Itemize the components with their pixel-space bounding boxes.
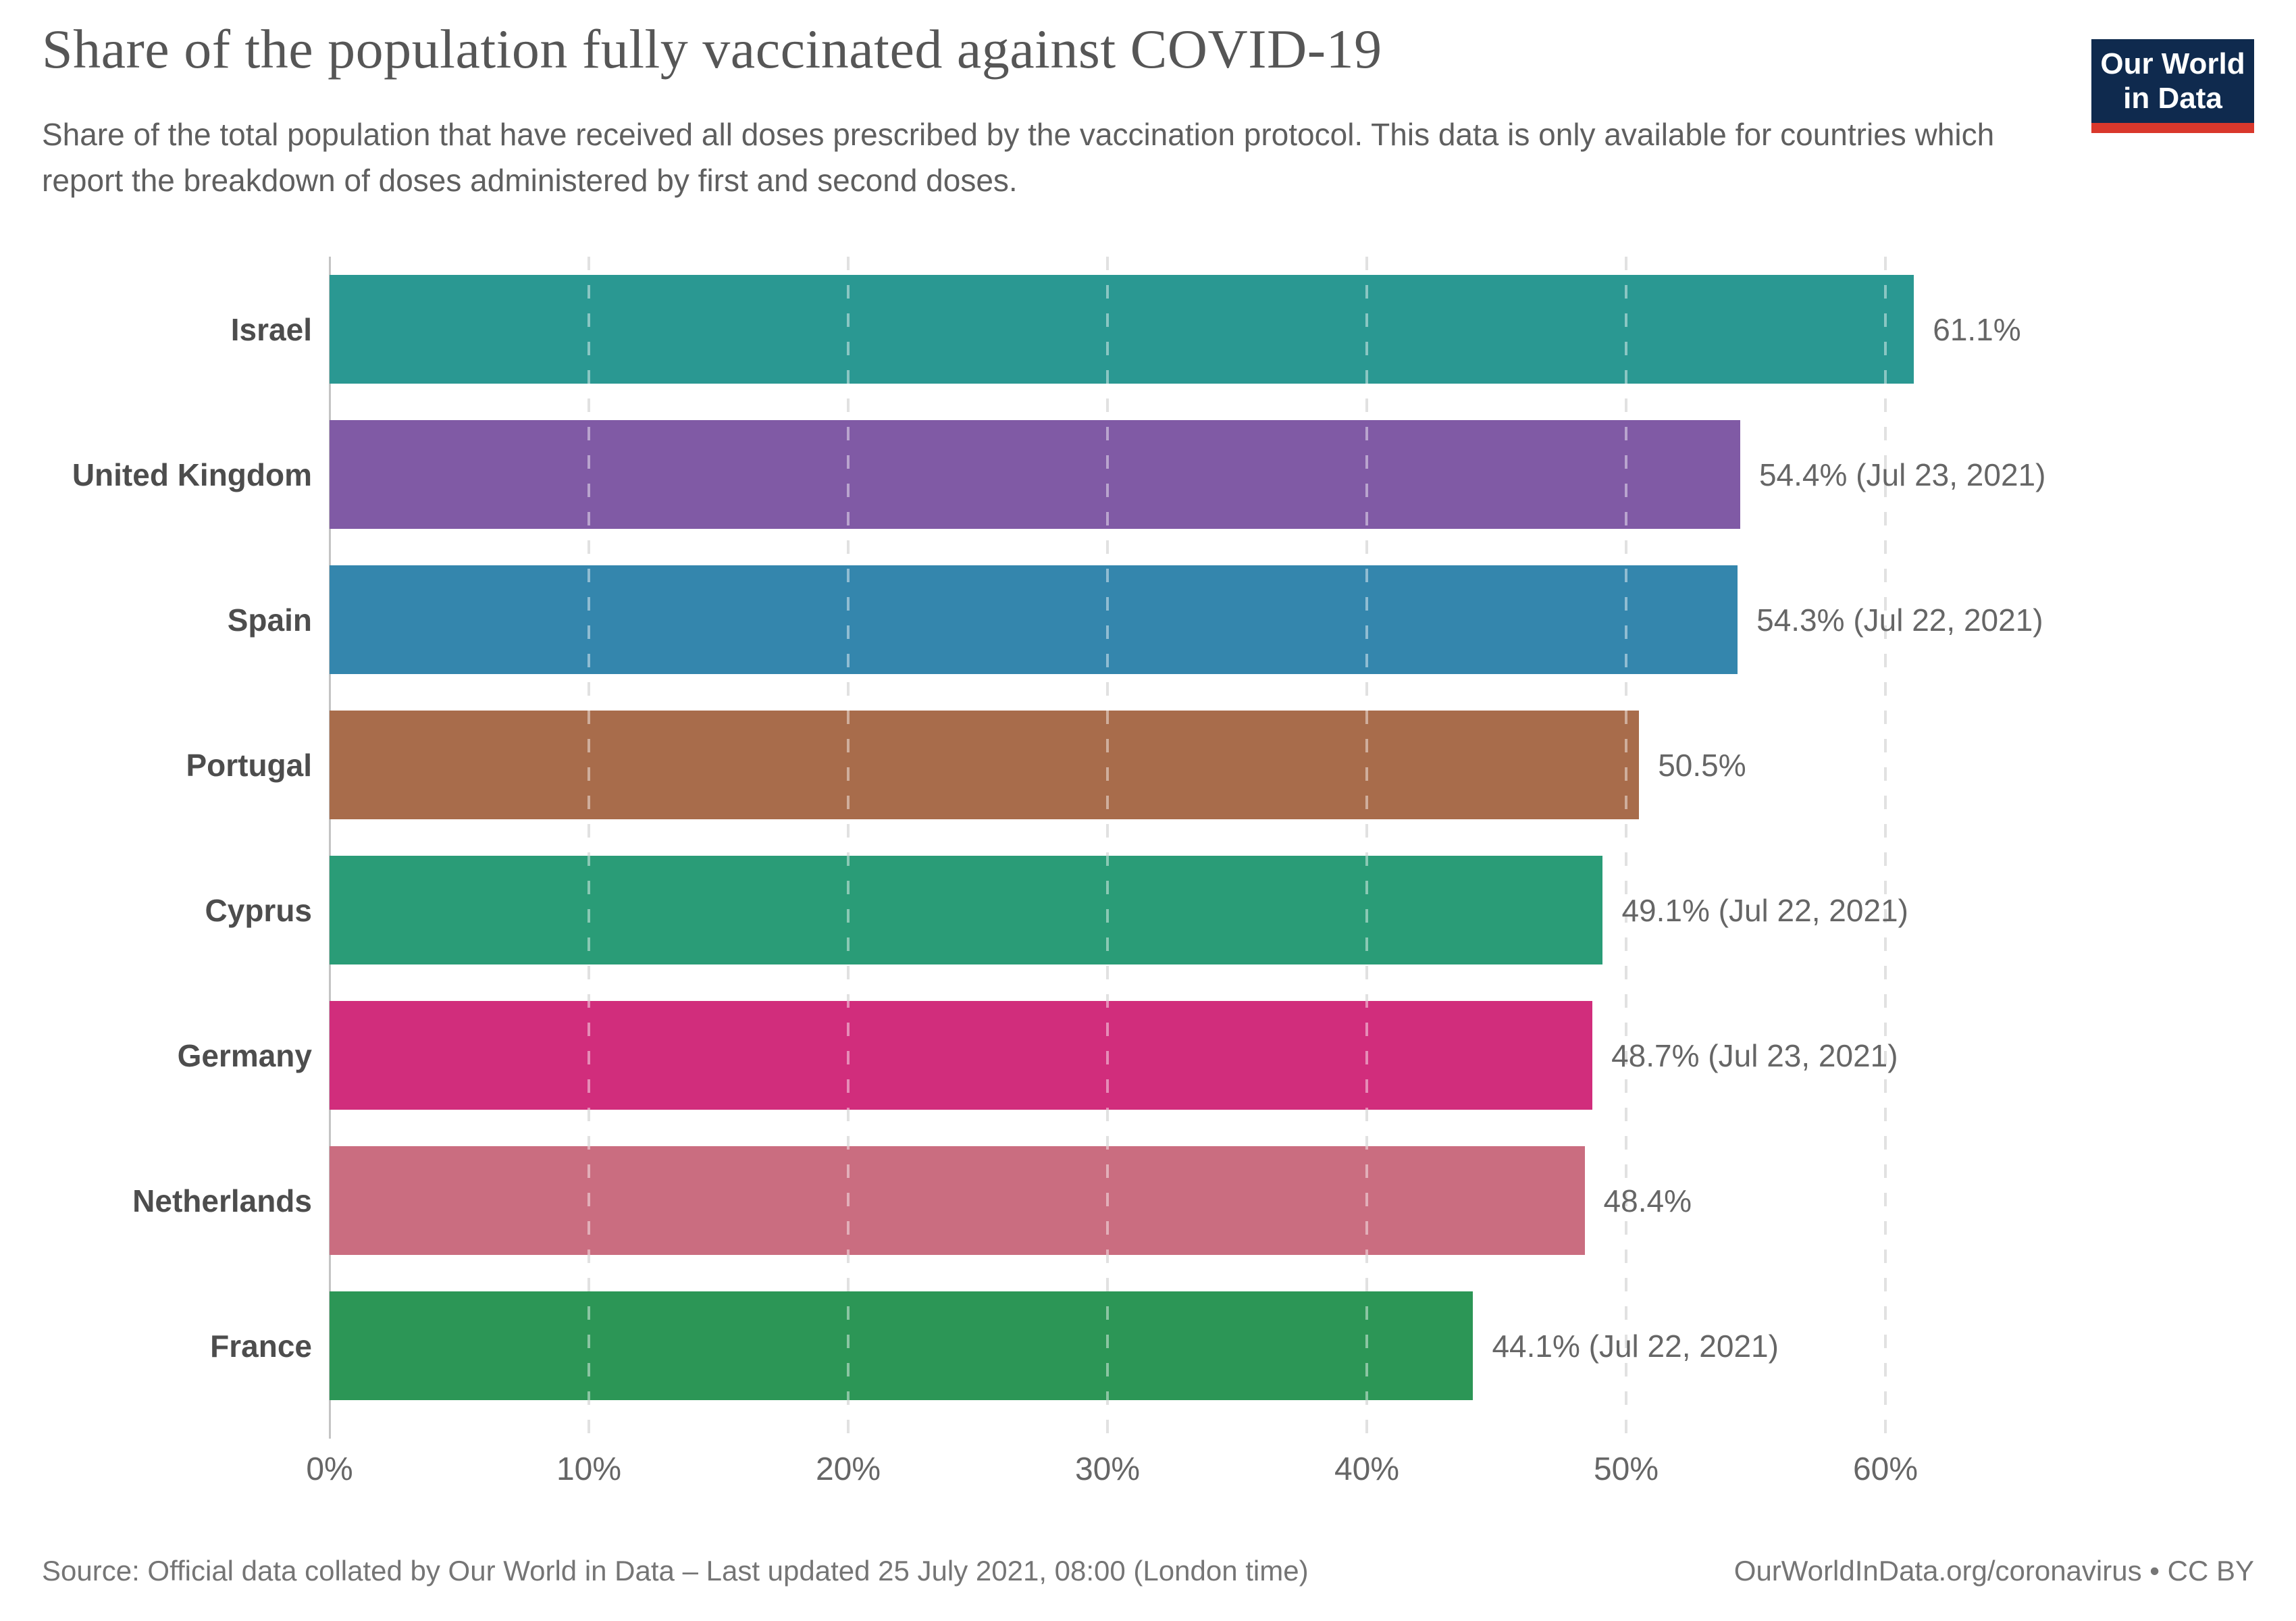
plot-area: 61.1% 54.4% (Jul 23, 2021) 54.3% (Jul 22, … — [329, 257, 2254, 1439]
source-note: Source: Official data collated by Our Wo… — [42, 1555, 1309, 1587]
value-label-spain: 54.3% (Jul 22, 2021) — [1756, 602, 2043, 638]
category-label-portugal: Portugal — [186, 747, 312, 783]
owid-logo-line1: Our World — [2100, 47, 2245, 80]
bar-cyprus[interactable] — [330, 856, 1603, 964]
gridline-30 — [1106, 257, 1109, 1439]
license-link[interactable]: OurWorldInData.org/coronavirus • CC BY — [1733, 1555, 2254, 1587]
category-label-cyprus: Cyprus — [205, 892, 312, 928]
x-axis-ticks: 0% 10% 20% 30% 40% 50% 60% — [306, 1451, 2254, 1512]
gridline-50 — [1625, 257, 1627, 1439]
bar-united-kingdom[interactable] — [330, 420, 1740, 529]
owid-logo[interactable]: Our World in Data — [2091, 39, 2254, 133]
gridline-10 — [588, 257, 590, 1439]
owid-logo-line2: in Data — [2123, 82, 2222, 115]
category-label-netherlands: Netherlands — [132, 1183, 312, 1218]
category-label-united-kingdom: United Kingdom — [72, 457, 312, 492]
x-tick-50: 50% — [1593, 1451, 1659, 1487]
bar-row-germany: 48.7% (Jul 23, 2021) — [330, 983, 2254, 1128]
bar-portugal[interactable] — [330, 711, 1640, 819]
value-label-netherlands: 48.4% — [1603, 1183, 1692, 1218]
category-label-spain: Spain — [227, 602, 312, 638]
x-tick-40: 40% — [1334, 1451, 1400, 1487]
bar-france[interactable] — [330, 1291, 1473, 1400]
bar-spain[interactable] — [330, 565, 1738, 674]
category-label-column: Israel United Kingdom Spain Portugal Cyprus G… — [42, 257, 312, 1418]
category-label-germany: Germany — [177, 1037, 312, 1073]
value-label-cyprus: 49.1% (Jul 22, 2021) — [1621, 892, 1908, 928]
bar-row-united-kingdom: 54.4% (Jul 23, 2021) — [330, 402, 2254, 547]
page-title: Share of the population fully vaccinated… — [42, 18, 1382, 80]
bar-netherlands[interactable] — [330, 1146, 1585, 1255]
gridline-20 — [847, 257, 850, 1439]
gridline-60 — [1884, 257, 1887, 1439]
gridline-10 — [588, 257, 590, 1439]
bar-row-spain: 54.3% (Jul 22, 2021) — [330, 547, 2254, 692]
x-tick-0: 0% — [306, 1451, 353, 1487]
gridline-40 — [1365, 257, 1368, 1439]
value-label-germany: 48.7% (Jul 23, 2021) — [1611, 1037, 1898, 1073]
category-label-israel: Israel — [230, 311, 312, 347]
value-label-united-kingdom: 54.4% (Jul 23, 2021) — [1758, 457, 2046, 492]
bar-israel[interactable] — [330, 275, 1914, 384]
chart-footer: Source: Official data collated by Our Wo… — [42, 1555, 2254, 1587]
x-tick-20: 20% — [815, 1451, 881, 1487]
x-tick-10: 10% — [556, 1451, 622, 1487]
category-label-france: France — [210, 1328, 312, 1364]
gridline-60 — [1884, 257, 1887, 1439]
value-label-portugal: 50.5% — [1658, 747, 1746, 783]
gridline-50 — [1625, 257, 1627, 1439]
bar-row-france: 44.1% (Jul 22, 2021) — [330, 1273, 2254, 1418]
bar-row-netherlands: 48.4% — [330, 1128, 2254, 1273]
bar-row-portugal: 50.5% — [330, 692, 2254, 838]
bar-row-cyprus: 49.1% (Jul 22, 2021) — [330, 838, 2254, 983]
value-label-france: 44.1% (Jul 22, 2021) — [1492, 1328, 1779, 1364]
bar-row-israel: 61.1% — [330, 257, 2254, 402]
x-tick-60: 60% — [1852, 1451, 1919, 1487]
x-tick-30: 30% — [1074, 1451, 1141, 1487]
gridline-40 — [1365, 257, 1368, 1439]
gridline-20 — [847, 257, 850, 1439]
value-label-israel: 61.1% — [1933, 311, 2021, 347]
gridline-30 — [1106, 257, 1109, 1439]
bar-germany[interactable] — [330, 1001, 1593, 1110]
y-axis-line — [329, 257, 331, 1439]
chart-subtitle: Share of the total population that have … — [42, 117, 1995, 198]
